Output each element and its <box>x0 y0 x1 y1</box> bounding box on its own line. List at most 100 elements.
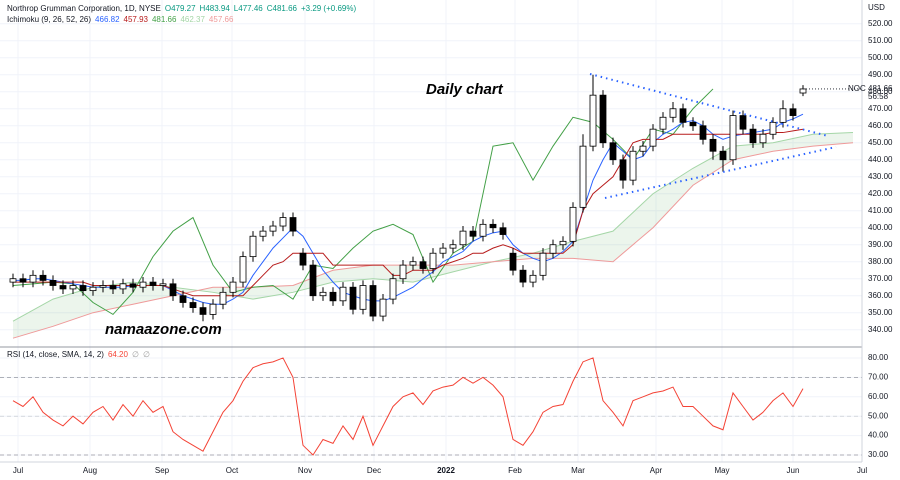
y-tick-label: 400.00 <box>868 223 893 232</box>
candle-body <box>799 88 807 94</box>
y-tick-label: 370.00 <box>868 274 893 283</box>
candle-body <box>9 278 17 283</box>
candle-body <box>59 285 67 290</box>
ohlc: O479.27 H483.94 L477.46 C481.66 +3.29 (+0.69… <box>165 4 357 13</box>
candle-body <box>19 278 27 283</box>
candle-body <box>729 115 737 161</box>
x-tick-label: Mar <box>571 466 585 475</box>
candle-body <box>29 274 37 283</box>
candle-body <box>409 261 417 266</box>
candle-body <box>389 278 397 300</box>
candle-body <box>659 116 667 130</box>
candle-body <box>49 280 57 286</box>
candle-body <box>509 252 517 271</box>
y-tick-label: 420.00 <box>868 189 893 198</box>
y-tick-label: 470.00 <box>868 104 893 113</box>
x-tick-label: Nov <box>298 466 312 475</box>
candle-body <box>349 286 357 310</box>
indicator-value: 466.82 <box>95 15 120 24</box>
candle-body <box>329 291 337 302</box>
indicator-legend: Ichimoku (9, 26, 52, 26) 466.82 457.93 481.… <box>7 15 234 24</box>
y-tick-label: 50.00 <box>868 411 889 420</box>
y-tick-label: 510.00 <box>868 36 893 45</box>
y-tick-label: 340.00 <box>868 325 893 334</box>
candle-body <box>549 244 557 254</box>
y-tick-label: 40.00 <box>868 431 889 440</box>
candle-body <box>199 307 207 315</box>
candle-body <box>679 108 687 123</box>
candle-body <box>479 223 487 237</box>
candle-body <box>139 281 147 288</box>
countdown: 56:58 <box>868 92 889 101</box>
axis-unit: USD <box>868 3 885 12</box>
indicator-legend: RSI (14, close, SMA, 14, 2) 64.20 ∅ ∅ <box>7 350 150 359</box>
ohlc-value: C481.66 <box>267 4 298 13</box>
legend-header: Northrop Grumman Corporation, 1D, NYSE O4… <box>7 4 356 13</box>
candle-body <box>669 108 677 118</box>
candle-body <box>369 285 377 317</box>
candle-body <box>429 252 437 269</box>
x-tick-label: Oct <box>226 466 239 475</box>
y-tick-label: 70.00 <box>868 372 889 381</box>
candle-body <box>759 133 767 144</box>
candle-body <box>269 225 277 232</box>
candle-body <box>709 138 717 152</box>
ohlc-value: L477.46 <box>234 4 263 13</box>
y-tick-label: 480.00 <box>868 87 893 96</box>
indicator-value: 64.20 <box>108 350 129 359</box>
candle-body <box>109 285 117 290</box>
y-tick-label: 80.00 <box>868 353 889 362</box>
indicator-value: ∅ <box>143 350 150 359</box>
candle-body <box>529 274 537 283</box>
indicator-value: 481.66 <box>152 15 177 24</box>
y-tick-label: 490.00 <box>868 70 893 79</box>
candle-body <box>379 298 387 317</box>
candle-body <box>319 291 327 297</box>
candle-body <box>229 281 237 293</box>
y-tick-label: 450.00 <box>868 138 893 147</box>
symbol-title: Northrop Grumman Corporation, 1D, NYSE <box>7 4 161 13</box>
candle-body <box>279 217 287 227</box>
y-tick-label: 380.00 <box>868 257 893 266</box>
candle-body <box>299 252 307 266</box>
candle-body <box>519 269 527 283</box>
candle-body <box>649 128 657 147</box>
indicator-name: Ichimoku (9, 26, 52, 26) <box>7 15 91 24</box>
candle-body <box>39 274 47 281</box>
x-tick-label: Jul <box>13 466 23 475</box>
x-tick-label: Sep <box>155 466 170 475</box>
x-tick-label: Jun <box>787 466 800 475</box>
y-tick-label: 430.00 <box>868 172 893 181</box>
candle-body <box>209 303 217 315</box>
candle-body <box>599 94 607 144</box>
candle-body <box>259 230 267 237</box>
candle-body <box>399 264 407 280</box>
y-tick-label: 460.00 <box>868 121 893 130</box>
candle-body <box>699 125 707 140</box>
indicator-value: 462.37 <box>180 15 205 24</box>
candle-body <box>149 281 157 286</box>
candle-body <box>79 285 87 292</box>
candle-body <box>159 283 167 286</box>
candle-body <box>789 108 797 116</box>
y-tick-label: 520.00 <box>868 19 893 28</box>
candle-body <box>189 302 197 309</box>
candle-body <box>449 244 457 249</box>
y-tick-label: 440.00 <box>868 155 893 164</box>
candle-body <box>739 115 747 130</box>
symbol-label: NOC <box>848 84 866 93</box>
candle-body <box>589 94 597 147</box>
x-tick-label: Jul <box>857 466 867 475</box>
candle-body <box>569 206 577 242</box>
candle-body <box>749 128 757 144</box>
trend-line <box>589 73 829 137</box>
candle-body <box>719 150 727 161</box>
candle-body <box>219 291 227 305</box>
candle-body <box>69 285 77 290</box>
x-tick-label: Apr <box>650 466 663 475</box>
indicator-name: RSI (14, close, SMA, 14, 2) <box>7 350 104 359</box>
candle-body <box>779 108 787 123</box>
ohlc-value: O479.27 <box>165 4 196 13</box>
candle-body <box>169 283 177 297</box>
